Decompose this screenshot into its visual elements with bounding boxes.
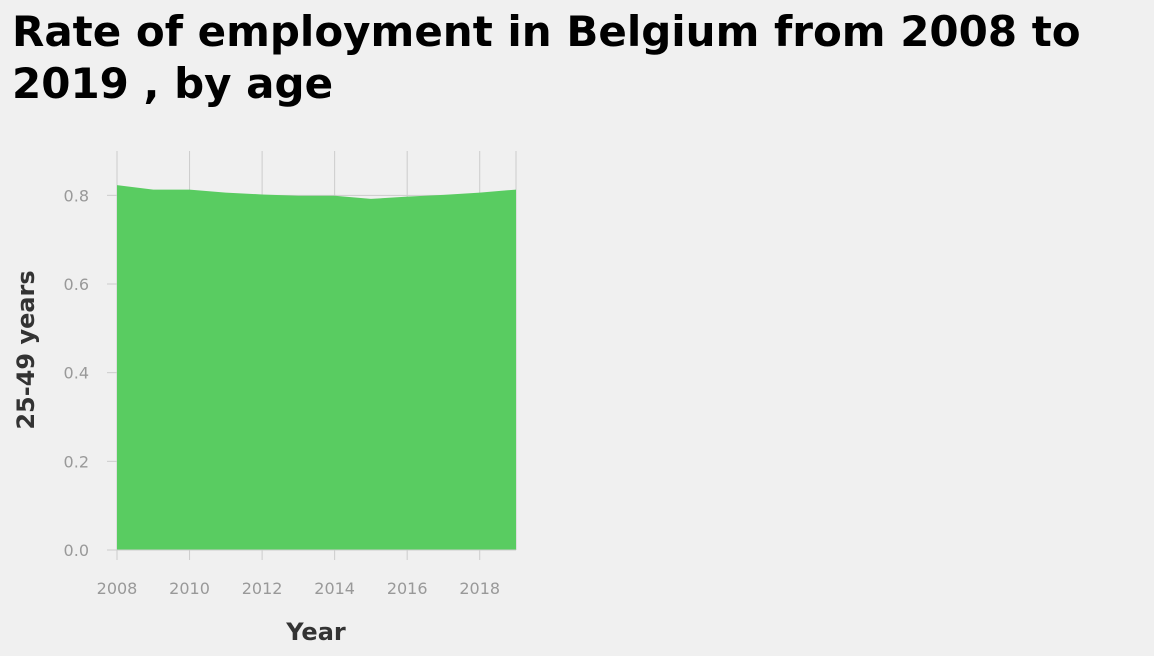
y-tick-label: 0.8 xyxy=(64,186,89,205)
y-axis-title: 25-49 years xyxy=(12,270,40,429)
y-tick-label: 0.6 xyxy=(64,275,89,294)
y-tick-label: 0.4 xyxy=(64,364,89,383)
x-tick-label: 2014 xyxy=(314,579,355,598)
axes: 2008 2010 2012 2014 2016 2018 0.0 0.2 0.4 0.6 0.8 xyxy=(64,186,516,598)
chart-title: Rate of employment in Belgium from 2008 … xyxy=(12,7,1081,108)
area-series xyxy=(117,185,516,551)
y-tick-label: 0.0 xyxy=(64,541,89,560)
y-tick-label: 0.2 xyxy=(64,452,89,471)
x-tick-label: 2016 xyxy=(387,579,428,598)
area-series-25-49-years xyxy=(117,185,516,551)
x-tick-label: 2018 xyxy=(459,579,500,598)
x-tick-label: 2010 xyxy=(169,579,210,598)
x-axis-title: Year xyxy=(285,618,346,646)
x-tick-label: 2008 xyxy=(97,579,138,598)
x-tick-label: 2012 xyxy=(242,579,283,598)
